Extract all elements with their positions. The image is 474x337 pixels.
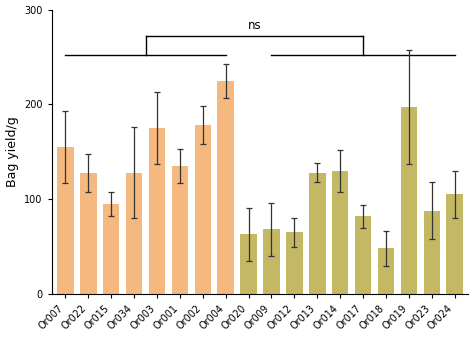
- Text: ns: ns: [247, 19, 261, 32]
- Bar: [378, 248, 394, 294]
- Bar: [218, 81, 234, 294]
- Bar: [447, 194, 463, 294]
- Bar: [263, 229, 280, 294]
- Y-axis label: Bag yield/g: Bag yield/g: [6, 116, 18, 187]
- Bar: [332, 171, 348, 294]
- Bar: [57, 147, 73, 294]
- Bar: [309, 173, 326, 294]
- Bar: [240, 234, 257, 294]
- Bar: [126, 173, 142, 294]
- Bar: [172, 166, 188, 294]
- Bar: [355, 216, 371, 294]
- Bar: [424, 211, 440, 294]
- Bar: [286, 232, 302, 294]
- Bar: [401, 107, 417, 294]
- Bar: [194, 125, 211, 294]
- Bar: [103, 204, 119, 294]
- Bar: [149, 128, 165, 294]
- Bar: [80, 173, 97, 294]
